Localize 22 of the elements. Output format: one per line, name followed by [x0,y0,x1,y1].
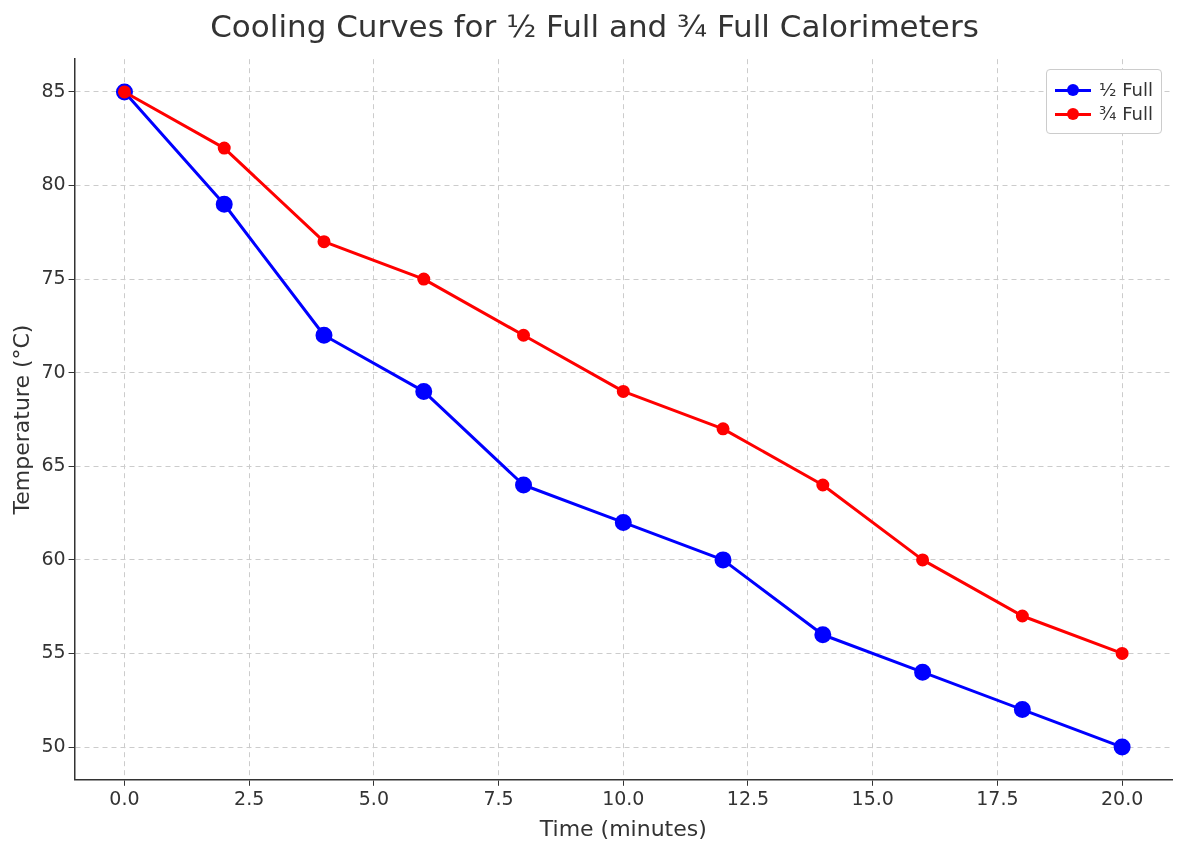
legend-label: ¾ Full [1099,103,1153,125]
x-tick-label: 20.0 [1100,787,1144,810]
y-tick-label: 65 [41,453,66,476]
y-tick-label: 80 [41,172,66,195]
y-tick-label: 85 [41,78,66,101]
y-tick-label: 50 [41,733,66,756]
x-tick-label: 12.5 [726,787,770,810]
x-tick-label: 5.0 [358,787,389,810]
legend-label: ½ Full [1099,79,1153,101]
y-tick-label: 60 [41,546,66,569]
y-tick-label: 70 [41,359,66,382]
x-tick-label: 17.5 [976,787,1019,810]
chart-title: Cooling Curves for ½ Full and ¾ Full Calorimeters [210,7,979,44]
x-tick-label: 15.0 [851,787,894,810]
x-tick-label: 2.5 [234,787,265,810]
x-tick-label: 7.5 [483,787,514,810]
x-tick-label: 0.0 [109,787,140,810]
x-axis-title: Time (minutes) [538,815,707,841]
x-tick-label: 10.0 [602,787,645,810]
y-axis-title: Temperature (°C) [8,324,34,516]
y-tick-label: 55 [41,640,66,663]
y-tick-label: 75 [41,266,66,289]
